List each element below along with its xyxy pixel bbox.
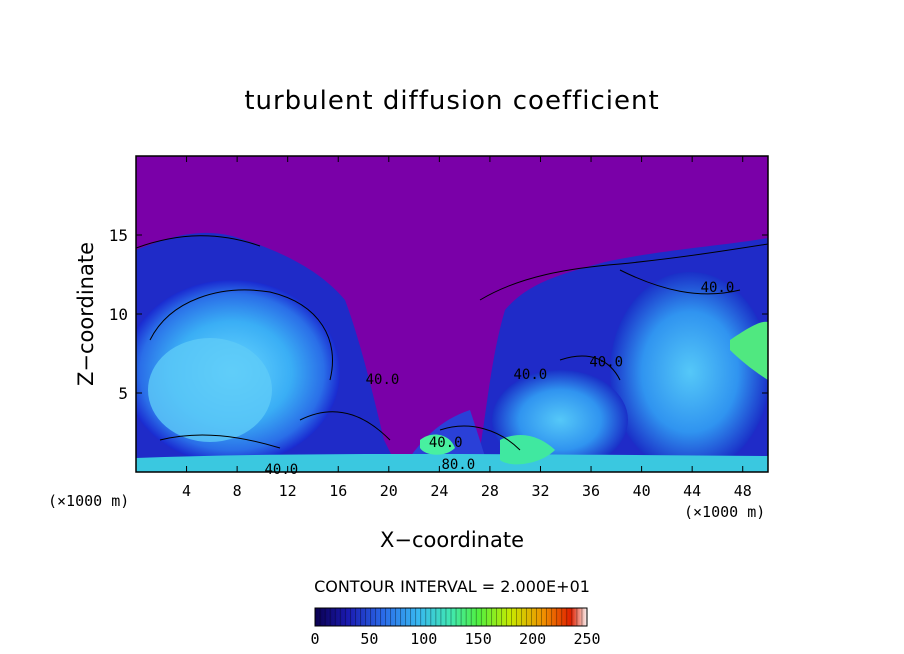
x-tick-label: 36 xyxy=(582,482,600,500)
contour-label: 40.0 xyxy=(589,354,623,370)
colorbar-tick-label: 0 xyxy=(310,630,319,648)
x-tick-label: 32 xyxy=(531,482,549,500)
contour-line-mid xyxy=(299,411,521,451)
y-axis-label: Z−coordinate xyxy=(74,242,98,386)
contour-interval-label: CONTOUR INTERVAL = 2.000E+01 xyxy=(314,577,590,596)
x-tick-label: 24 xyxy=(430,482,448,500)
colorbar-tick-label: 150 xyxy=(465,630,492,648)
contour-label: 40.0 xyxy=(514,367,548,383)
x-tick-label: 40 xyxy=(633,482,651,500)
x-tick-label: 8 xyxy=(233,482,242,500)
green-patch-2 xyxy=(730,321,768,380)
x-axis-label: X−coordinate xyxy=(380,528,524,552)
colorbar-frame xyxy=(314,607,588,627)
y-tick-label: 10 xyxy=(109,305,128,324)
y-tick-label: 15 xyxy=(109,226,128,245)
left-vortex-inner xyxy=(148,338,272,442)
right-vortex xyxy=(610,272,768,472)
contour-label: 80.0 xyxy=(441,457,475,473)
contour-label: 40.0 xyxy=(265,462,299,478)
x-axis-unit: (×1000 m) xyxy=(684,503,766,521)
x-tick-label: 4 xyxy=(182,482,191,500)
contour-labels: 40.0 40.0 40.0 40.0 40.0 40.0 80.0 xyxy=(265,280,735,478)
contour-label: 40.0 xyxy=(701,280,735,296)
contour-line-right xyxy=(559,269,741,381)
y-axis-ticks: 5 10 15 xyxy=(109,226,768,403)
contour-label: 40.0 xyxy=(429,435,463,451)
contour-line-low xyxy=(159,434,281,449)
colorbar: 0 50 100 150 200 250 xyxy=(310,607,601,648)
x-tick-label: 16 xyxy=(329,482,347,500)
y-tick-label: 5 xyxy=(118,384,128,403)
x-tick-label: 48 xyxy=(734,482,752,500)
colorbar-ticks: 0 50 100 150 200 250 xyxy=(310,630,600,648)
x-tick-label: 44 xyxy=(683,482,701,500)
colorbar-tick-label: 50 xyxy=(360,630,378,648)
surface-band xyxy=(136,454,768,472)
colorbar-tick-label: 200 xyxy=(519,630,546,648)
colorbar-tick-label: 100 xyxy=(410,630,437,648)
green-patch-1 xyxy=(500,435,555,465)
chart-title: turbulent diffusion coefficient xyxy=(244,86,660,116)
contour-label: 40.0 xyxy=(366,372,400,388)
y-axis-unit: (×1000 m) xyxy=(48,492,130,510)
x-axis-ticks: 4 8 12 16 20 24 28 32 36 40 44 48 xyxy=(182,156,752,500)
x-tick-label: 12 xyxy=(279,482,297,500)
colorbar-tick-label: 250 xyxy=(573,630,600,648)
x-tick-label: 20 xyxy=(380,482,398,500)
green-patch-3 xyxy=(420,434,455,455)
heatmap-field xyxy=(136,156,768,472)
colorbar-stripes xyxy=(319,608,583,626)
contour-line-top xyxy=(136,235,768,301)
contour-line-left xyxy=(149,289,333,381)
x-tick-label: 28 xyxy=(481,482,499,500)
